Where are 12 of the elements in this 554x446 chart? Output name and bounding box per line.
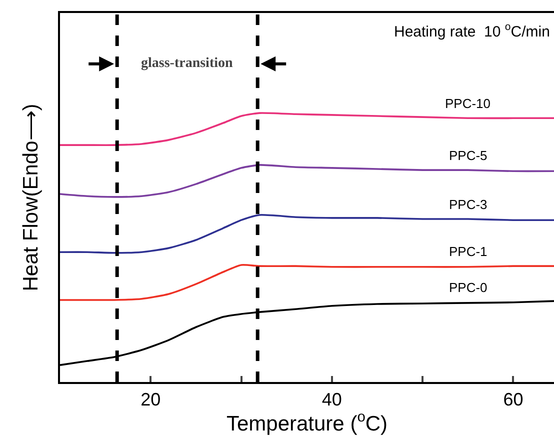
x-tick-label: 20 (140, 390, 161, 410)
series-label: PPC-10 (445, 96, 491, 111)
x-axis-title: Temperature ($^{o}$C) (226, 410, 388, 436)
series-label: PPC-1 (449, 244, 488, 259)
series-label: PPC-3 (449, 197, 488, 212)
y-axis-title: Heat Flow(Endo⟶) (20, 104, 43, 292)
text: glass-transition (141, 56, 233, 71)
x-tick-label: 60 (503, 390, 524, 410)
x-tick-label: 40 (322, 390, 342, 410)
text: Heating rate 10 $^{o}$C/min (394, 21, 550, 40)
series-label: PPC-0 (449, 280, 488, 295)
series-label: PPC-5 (449, 148, 488, 163)
